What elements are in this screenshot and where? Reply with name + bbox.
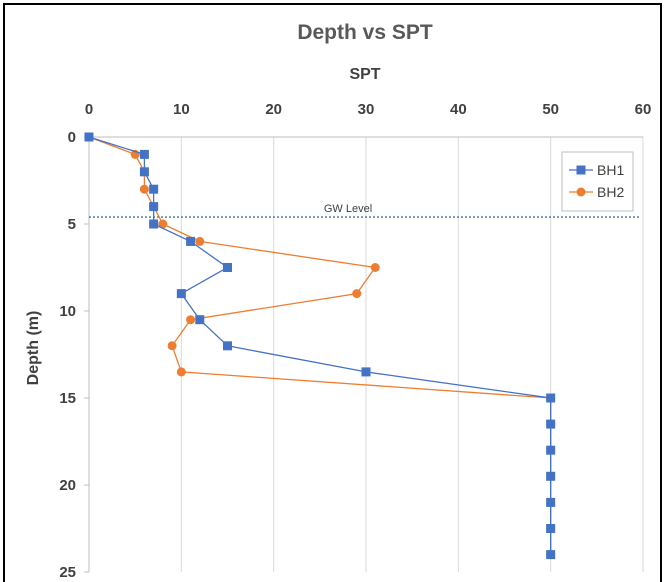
y-tick-label: 5 xyxy=(68,216,76,233)
data-point-bh1 xyxy=(149,219,159,229)
data-point-bh1 xyxy=(186,236,196,246)
data-point-bh2 xyxy=(167,341,177,351)
data-point-bh1 xyxy=(546,419,556,429)
legend-marker-bh1 xyxy=(576,165,586,175)
data-point-bh2 xyxy=(176,367,186,377)
chart-title: Depth vs SPT xyxy=(297,21,433,44)
x-tick-label: 10 xyxy=(173,101,190,118)
legend-label-bh1: BH1 xyxy=(597,162,624,178)
data-point-bh1 xyxy=(546,524,556,533)
data-point-bh1 xyxy=(149,202,159,212)
data-point-bh2 xyxy=(352,289,362,299)
data-point-bh1 xyxy=(84,132,94,142)
data-point-bh1 xyxy=(546,550,556,560)
data-point-bh2 xyxy=(186,315,196,325)
y-axis-title: Depth (m) xyxy=(25,311,42,386)
x-axis-title: SPT xyxy=(349,66,380,83)
series-line-bh1 xyxy=(88,136,552,555)
data-point-bh1 xyxy=(223,341,232,351)
x-tick-label: 0 xyxy=(85,101,93,118)
series-bh2 xyxy=(84,132,556,560)
data-point-bh1 xyxy=(223,263,232,272)
legend-label-bh2: BH2 xyxy=(597,184,624,200)
y-tick-label: 10 xyxy=(59,303,76,320)
data-point-bh1 xyxy=(149,184,159,194)
legend-marker-bh2 xyxy=(576,187,586,197)
y-tick-label: 15 xyxy=(59,390,76,407)
x-tick-label: 30 xyxy=(358,101,375,118)
series-line-bh2 xyxy=(88,136,552,555)
legend-box xyxy=(561,151,634,212)
y-tick-label: 20 xyxy=(59,477,76,494)
x-tick-label: 40 xyxy=(450,101,467,118)
x-tick-label: 20 xyxy=(265,101,282,118)
chart-frame xyxy=(3,3,662,582)
data-point-bh1 xyxy=(176,289,186,299)
gw-level-label: GW Level xyxy=(324,203,372,215)
data-point-bh1 xyxy=(139,167,149,177)
data-point-bh2 xyxy=(370,263,380,272)
x-tick-label: 60 xyxy=(635,101,652,118)
y-tick-label: 0 xyxy=(68,129,76,146)
data-point-bh1 xyxy=(546,445,556,455)
annotation-layer: GW Level xyxy=(89,203,641,218)
data-point-bh2 xyxy=(158,219,168,229)
y-tick-label: 25 xyxy=(59,564,76,581)
series-layer xyxy=(84,132,556,560)
data-point-bh1 xyxy=(546,471,556,481)
data-point-bh1 xyxy=(546,393,556,403)
data-point-bh1 xyxy=(139,149,149,159)
series-bh1 xyxy=(84,132,556,560)
x-tick-label: 50 xyxy=(542,101,559,118)
data-point-bh1 xyxy=(195,315,205,325)
data-point-bh2 xyxy=(139,184,149,194)
data-point-bh1 xyxy=(361,367,371,377)
data-point-bh2 xyxy=(195,236,205,246)
data-point-bh1 xyxy=(546,497,556,507)
